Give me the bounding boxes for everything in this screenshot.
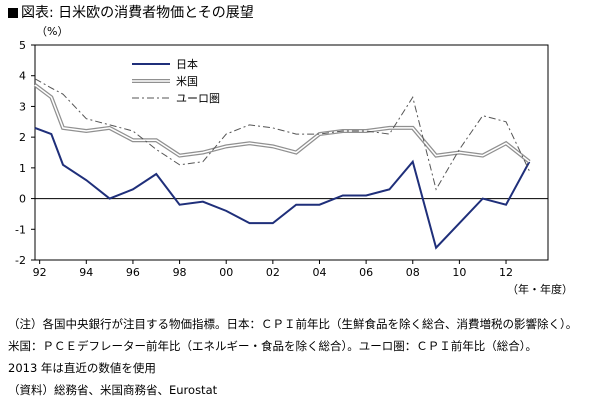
title-square-icon <box>8 8 18 18</box>
series-line-1-inner <box>34 84 530 163</box>
y-tick-label: 1 <box>19 162 26 175</box>
x-tick-label: 10 <box>452 266 466 279</box>
series-line-2 <box>34 78 530 191</box>
series-lines <box>33 78 531 250</box>
y-tick-label: -2 <box>15 254 26 267</box>
footnote-line-2: 米国：ＰＣＥデフレーター前年比（エネルギー・食品を除く総合）。ユーロ圏：ＣＰＩ前… <box>8 339 537 353</box>
plot-frame <box>34 44 549 261</box>
x-tick-label: 92 <box>33 266 47 279</box>
x-tick-label: 94 <box>79 266 93 279</box>
series-line-1-outer <box>33 83 531 164</box>
chart-title: 図表: 日米欧の消費者物価とその展望 <box>8 2 254 22</box>
x-tick-label: 02 <box>266 266 280 279</box>
y-tick-label: 3 <box>19 100 26 113</box>
y-tick-label: 0 <box>19 193 26 206</box>
x-tick-label: 12 <box>499 266 513 279</box>
y-tick-label: -1 <box>15 223 26 236</box>
y-tick-label: 4 <box>19 70 26 83</box>
x-axis-label: （年・年度） <box>507 282 573 296</box>
legend-label-2: ユーロ圏 <box>176 92 220 105</box>
chart-title-text: 図表: 日米欧の消費者物価とその展望 <box>21 5 254 21</box>
legend-label-1: 米国 <box>176 75 198 88</box>
y-axis-label: （%） <box>36 25 68 38</box>
x-tick-label: 06 <box>359 266 373 279</box>
x-tick-label: 04 <box>312 266 326 279</box>
y-tick-label: 5 <box>19 39 26 52</box>
footnote-line-3: 2013 年は直近の数値を使用 <box>8 361 156 375</box>
legend-label-0: 日本 <box>176 57 198 71</box>
footnotes: （注）各国中央銀行が注目する物価指標。日本：ＣＰＩ前年比（生鮮食品を除く総合、消… <box>8 313 577 401</box>
footnote-line-4: （資料）総務省、米国商務省、Eurostat <box>8 383 218 397</box>
x-tick-label: 00 <box>219 266 233 279</box>
x-tick-label: 96 <box>126 266 140 279</box>
footnote-line-1: （注）各国中央銀行が注目する物価指標。日本：ＣＰＩ前年比（生鮮食品を除く総合、消… <box>8 317 578 331</box>
x-tick-label: 98 <box>173 266 187 279</box>
y-tick-label: 2 <box>19 131 26 144</box>
x-tick-label: 08 <box>406 266 420 279</box>
series-line-0 <box>34 126 531 250</box>
